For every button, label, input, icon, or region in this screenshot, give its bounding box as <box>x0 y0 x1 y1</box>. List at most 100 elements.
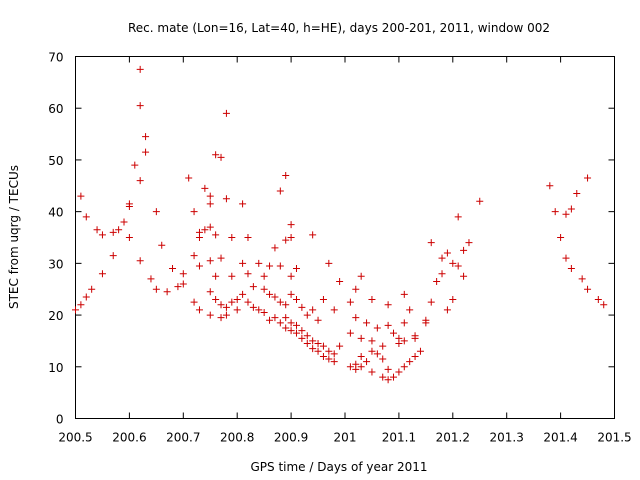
data-point <box>390 373 398 381</box>
data-point <box>206 192 214 200</box>
data-point <box>363 319 371 327</box>
data-point <box>287 319 295 327</box>
data-point <box>352 285 360 293</box>
data-point <box>336 342 344 350</box>
data-point <box>217 254 225 262</box>
data-point <box>217 314 225 322</box>
data-point <box>319 296 327 304</box>
data-point <box>206 257 214 265</box>
data-point <box>357 352 365 360</box>
data-point <box>206 311 214 319</box>
data-point <box>163 288 171 296</box>
data-point <box>449 259 457 267</box>
data-point <box>131 161 139 169</box>
data-point <box>309 231 317 239</box>
data-point <box>330 358 338 366</box>
y-tick-label: 20 <box>48 309 63 323</box>
data-point <box>373 350 381 358</box>
data-point <box>82 293 90 301</box>
data-point <box>201 226 209 234</box>
data-point <box>282 171 290 179</box>
y-tick-label: 70 <box>48 51 63 65</box>
data-point <box>363 358 371 366</box>
data-point <box>298 334 306 342</box>
data-point <box>557 234 565 241</box>
data-point <box>195 262 203 270</box>
data-point <box>136 102 144 110</box>
data-point <box>292 321 300 329</box>
data-point <box>228 298 236 306</box>
data-point <box>406 306 414 314</box>
data-point <box>276 298 284 306</box>
data-point <box>276 187 284 195</box>
data-point <box>212 296 220 304</box>
data-point <box>292 329 300 337</box>
data-point <box>233 296 241 304</box>
data-point <box>212 151 220 159</box>
data-point <box>185 174 193 182</box>
data-point <box>120 218 128 226</box>
y-axis-label: STEC from uqrg / TECUs <box>7 165 21 309</box>
data-point <box>136 65 144 73</box>
x-axis-label: GPS time / Days of year 2011 <box>250 460 427 474</box>
data-point <box>174 283 182 291</box>
data-point <box>460 246 468 254</box>
data-point <box>282 324 290 332</box>
data-point <box>115 226 123 234</box>
data-point <box>346 298 354 306</box>
data-point <box>390 329 398 337</box>
data-point <box>217 301 225 309</box>
data-point <box>222 311 230 319</box>
data-point <box>93 226 101 234</box>
data-point <box>400 363 408 371</box>
data-point <box>600 301 608 309</box>
data-point <box>427 239 435 247</box>
data-point <box>249 303 257 311</box>
data-point <box>271 293 279 301</box>
y-tick-label: 50 <box>48 154 63 168</box>
data-point <box>195 234 203 241</box>
data-point <box>303 340 311 348</box>
data-point <box>336 277 344 285</box>
data-point <box>379 342 387 350</box>
data-point <box>368 368 376 376</box>
data-point <box>244 270 252 278</box>
y-tick-label: 0 <box>56 413 64 427</box>
data-point <box>438 254 446 262</box>
data-point <box>282 314 290 322</box>
data-point <box>551 208 559 216</box>
data-point <box>287 221 295 229</box>
x-tick-label: 201.3 <box>490 431 524 445</box>
y-tick-labels: 0 10 20 30 40 50 60 70 <box>48 51 63 427</box>
data-point <box>352 314 360 322</box>
data-point <box>142 148 150 156</box>
data-point <box>357 334 365 342</box>
data-point <box>266 316 274 324</box>
data-point <box>239 259 247 267</box>
data-point <box>98 270 106 278</box>
data-point <box>222 109 230 117</box>
axis-ticks <box>75 56 615 419</box>
data-point <box>384 365 392 373</box>
y-tick-label: 10 <box>48 361 63 375</box>
data-point <box>411 334 419 342</box>
data-point <box>287 272 295 280</box>
data-point <box>276 262 284 270</box>
data-point <box>222 195 230 203</box>
x-tick-label: 200.9 <box>274 431 308 445</box>
y-tick-label: 30 <box>48 257 63 271</box>
data-point <box>562 210 570 218</box>
data-point <box>460 272 468 280</box>
chart-title: Rec. mate (Lon=16, Lat=40, h=HE), days 2… <box>128 21 550 35</box>
data-point <box>276 319 284 327</box>
x-tick-labels: 200.5 200.6 200.7 200.8 200.9 201 201.1 201.2 20… <box>58 431 631 445</box>
data-point <box>136 177 144 185</box>
data-point <box>109 228 117 236</box>
data-point <box>77 301 85 309</box>
data-point <box>195 306 203 314</box>
data-point <box>228 234 236 241</box>
data-point <box>567 265 575 273</box>
data-point <box>309 337 317 345</box>
x-tick-label: 201.1 <box>382 431 416 445</box>
data-point <box>287 327 295 335</box>
